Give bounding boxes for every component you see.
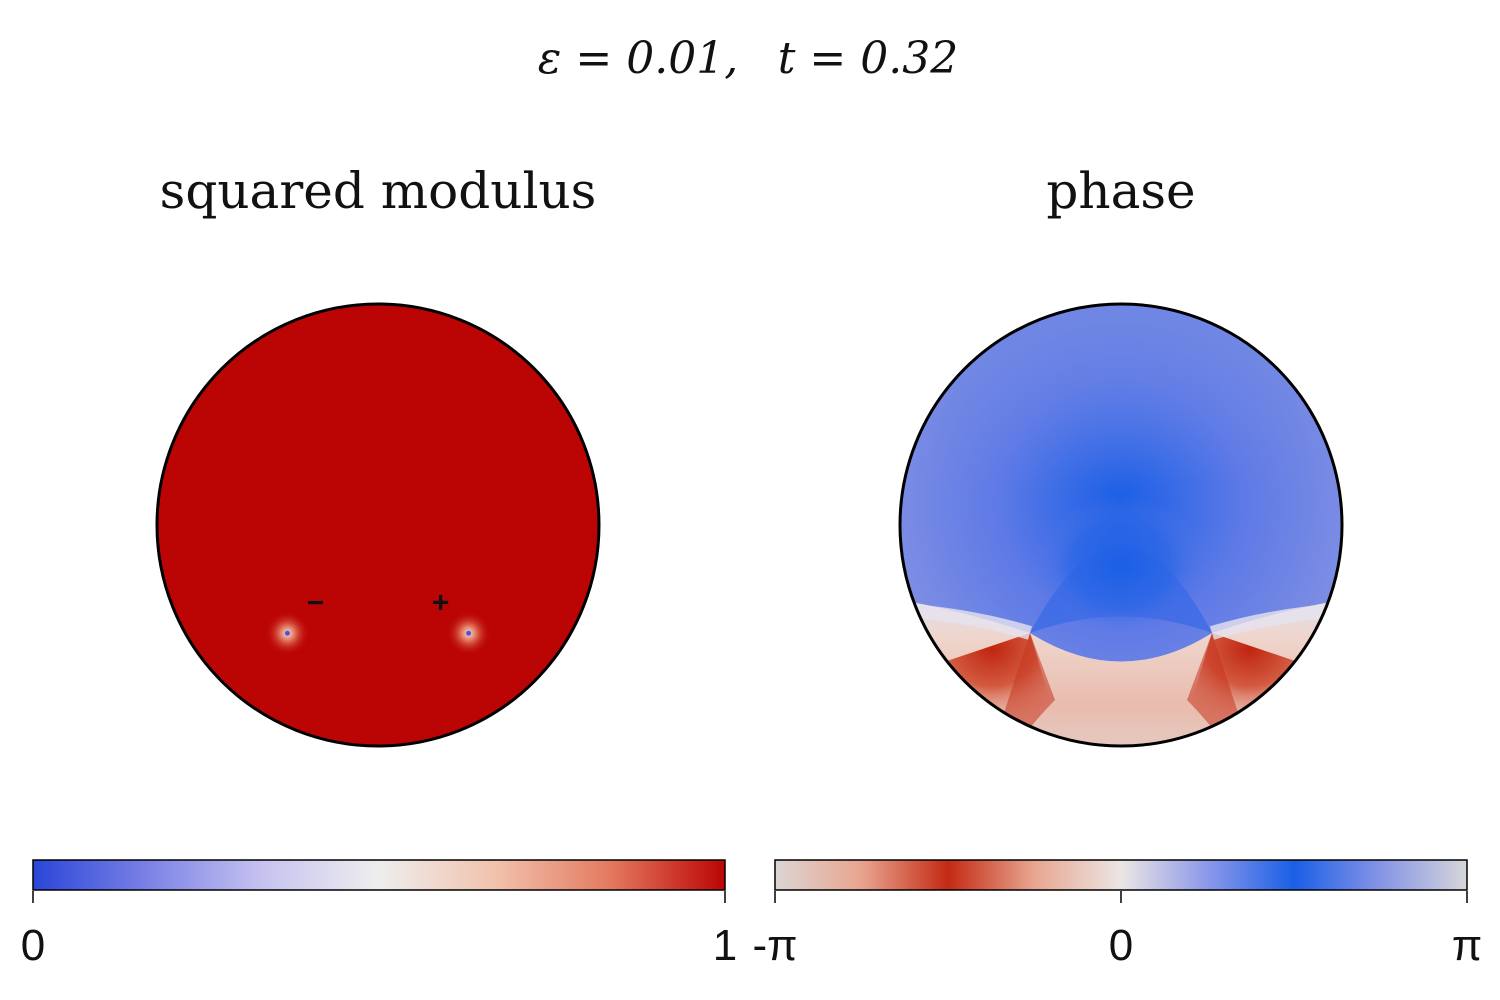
colorbar-phase: -π 0 π xyxy=(752,859,1482,970)
colorbar-phase-tick-label: π xyxy=(1452,921,1482,970)
colorbar-phase-tick-label: 0 xyxy=(1109,921,1133,970)
modulus-disk: − + xyxy=(155,302,601,748)
charge-label-layer: − + xyxy=(307,586,450,619)
colorbar-phase-bar xyxy=(774,859,1468,891)
vortex-charge-label: − xyxy=(307,586,325,619)
phase-top-shade xyxy=(900,304,1342,484)
phase-disk xyxy=(898,302,1344,748)
title-epsilon: ε = 0.01, xyxy=(538,33,738,84)
vortex-center xyxy=(284,630,290,636)
title-time: t = 0.32 xyxy=(778,33,959,84)
figure-title: ε = 0.01, t = 0.32 xyxy=(538,33,958,84)
modulus-disk-outline xyxy=(155,302,601,748)
panel-title-modulus: squared modulus xyxy=(160,162,597,220)
colorbar-phase-ticks: -π 0 π xyxy=(752,891,1482,970)
colorbar-phase-tick-label: -π xyxy=(752,921,797,970)
modulus-fill xyxy=(157,304,599,746)
vortex-center xyxy=(466,630,472,636)
colorbar-modulus-tick-label: 0 xyxy=(21,921,45,970)
panel-title-phase: phase xyxy=(1046,162,1195,220)
phase-red-lobe-left-core xyxy=(1000,633,1055,740)
phase-disk-outline xyxy=(898,302,1344,748)
colorbar-modulus-bar xyxy=(32,859,726,891)
vortex-charge-label: + xyxy=(432,586,450,619)
phase-red-lobe-right-core xyxy=(1187,633,1242,740)
vortex-layer xyxy=(265,611,491,656)
phase-blue-center xyxy=(1036,495,1206,635)
colorbar-modulus-tick-label: 1 xyxy=(713,921,737,970)
